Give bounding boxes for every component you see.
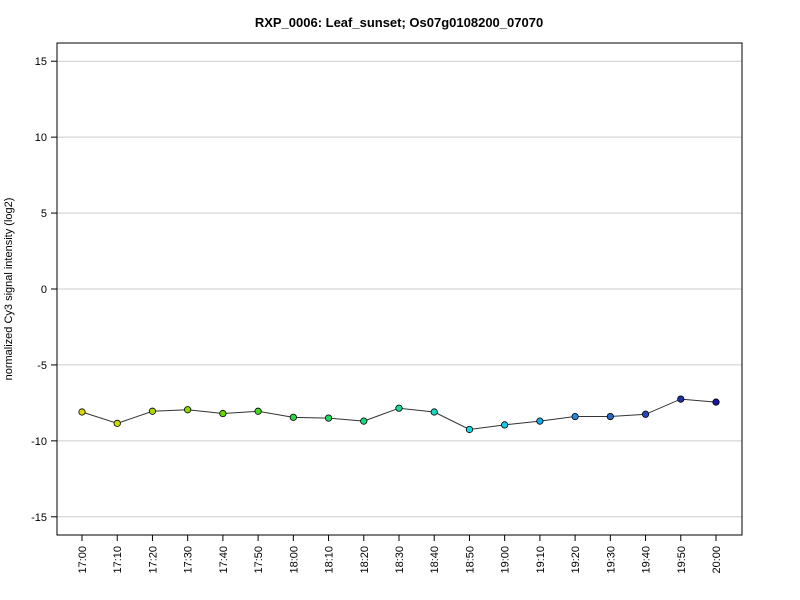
x-tick-label: 19:40 bbox=[641, 546, 653, 574]
data-point bbox=[113, 419, 121, 427]
x-tick-label: 19:30 bbox=[605, 546, 617, 574]
x-tick-label: 18:50 bbox=[464, 546, 476, 574]
y-axis-label: normalized Cy3 signal intensity (log2) bbox=[3, 198, 15, 381]
data-point bbox=[501, 421, 509, 429]
x-tick-label: 19:00 bbox=[500, 546, 512, 574]
x-tick-label: 18:40 bbox=[429, 546, 441, 574]
y-tick-label: -5 bbox=[37, 360, 47, 372]
x-tick-label: 17:30 bbox=[183, 546, 195, 574]
data-point bbox=[536, 417, 544, 425]
x-tick-label: 20:00 bbox=[711, 546, 723, 574]
y-tick-label: -10 bbox=[31, 436, 47, 448]
x-axis: 17:00 17:10 17:20 17:30 17:40 17:50 18:00 18:10… bbox=[77, 535, 723, 574]
data-point bbox=[254, 407, 262, 415]
x-tick-label: 18:10 bbox=[324, 546, 336, 574]
y-tick-label: 5 bbox=[41, 208, 47, 220]
x-tick-label: 17:10 bbox=[112, 546, 124, 574]
data-point bbox=[571, 412, 579, 421]
x-tick-label: 17:20 bbox=[147, 546, 159, 574]
data-point bbox=[606, 412, 614, 421]
x-tick-label: 17:40 bbox=[218, 546, 230, 574]
data-point bbox=[677, 395, 685, 403]
data-point bbox=[641, 410, 650, 418]
y-axis: -15 -10 -5 0 5 10 15 bbox=[31, 56, 57, 524]
y-tick-label: 0 bbox=[41, 284, 47, 296]
data-point bbox=[712, 398, 720, 406]
x-tick-label: 19:50 bbox=[676, 546, 688, 574]
data-point bbox=[360, 417, 368, 425]
y-tick-label: 15 bbox=[35, 56, 47, 68]
data-point bbox=[465, 425, 474, 434]
data-points bbox=[78, 395, 720, 434]
chart-title: RXP_0006: Leaf_sunset; Os07g0108200_0707… bbox=[255, 15, 543, 30]
data-point bbox=[289, 413, 297, 421]
x-tick-label: 18:30 bbox=[394, 546, 406, 574]
x-tick-label: 19:20 bbox=[570, 546, 582, 574]
x-tick-label: 18:20 bbox=[359, 546, 371, 574]
data-point bbox=[324, 414, 333, 422]
data-point bbox=[78, 408, 86, 416]
data-point bbox=[219, 409, 227, 418]
data-point bbox=[430, 408, 438, 416]
x-tick-label: 19:10 bbox=[535, 546, 547, 574]
grid-lines bbox=[57, 60, 742, 518]
data-point bbox=[148, 407, 157, 415]
y-tick-label: 10 bbox=[35, 132, 47, 144]
data-point bbox=[184, 406, 192, 414]
y-tick-label: -15 bbox=[31, 512, 47, 524]
series-line bbox=[81, 398, 717, 430]
x-tick-label: 17:50 bbox=[253, 546, 265, 574]
x-tick-label: 18:00 bbox=[288, 546, 300, 574]
x-tick-label: 17:00 bbox=[77, 546, 89, 574]
data-point bbox=[395, 404, 403, 412]
